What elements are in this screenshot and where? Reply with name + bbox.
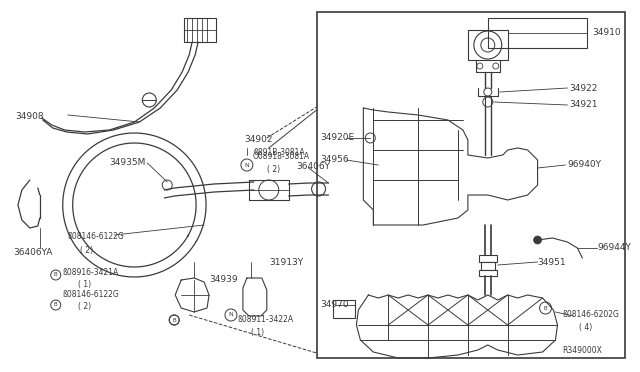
Text: B: B (172, 317, 176, 323)
Text: Õ08918-3081A: Õ08918-3081A (253, 152, 310, 161)
Bar (333, 300, 355, 318)
Bar (184, 18, 216, 42)
Text: ( 2): ( 2) (79, 246, 93, 255)
Text: 34951: 34951 (538, 258, 566, 267)
Text: 34939: 34939 (209, 275, 237, 284)
Text: ( 2): ( 2) (77, 302, 91, 311)
Circle shape (534, 236, 541, 244)
Text: 96940Y: 96940Y (568, 160, 602, 169)
Text: B: B (54, 302, 58, 308)
Text: 36406YA: 36406YA (13, 248, 52, 257)
Text: 34902: 34902 (244, 135, 273, 144)
Text: 34956: 34956 (321, 155, 349, 164)
Text: B: B (54, 273, 58, 278)
Text: 34970: 34970 (321, 300, 349, 309)
Bar (317, 12, 625, 358)
Bar (481, 262, 495, 270)
Bar (479, 255, 497, 262)
Text: 31913Y: 31913Y (269, 258, 303, 267)
Bar (488, 18, 588, 48)
Text: ( 1): ( 1) (251, 328, 264, 337)
Text: N: N (244, 163, 249, 167)
Text: B: B (544, 305, 547, 311)
Text: ß08916-3421A: ß08916-3421A (63, 268, 119, 277)
Text: 34920E: 34920E (321, 133, 355, 142)
Text: ß08146-6122G: ß08146-6122G (68, 232, 124, 241)
Text: N: N (228, 312, 234, 317)
Text: ß08911-3422A: ß08911-3422A (237, 315, 293, 324)
Text: 34935M: 34935M (109, 158, 146, 167)
Text: 96944Y: 96944Y (597, 243, 631, 252)
Text: 34908: 34908 (15, 112, 44, 121)
Text: ( 2): ( 2) (267, 165, 280, 174)
Text: ( 4): ( 4) (579, 323, 593, 332)
Text: 0891B-3081A: 0891B-3081A (254, 148, 305, 157)
Text: 34921: 34921 (570, 100, 598, 109)
Text: 36406Y: 36406Y (297, 162, 331, 171)
Text: ß08146-6202G: ß08146-6202G (563, 310, 620, 319)
Bar (479, 270, 497, 276)
Text: R349000X: R349000X (563, 346, 602, 355)
Text: 34922: 34922 (570, 84, 598, 93)
Text: ß08146-6122G: ß08146-6122G (63, 290, 120, 299)
Text: 34910: 34910 (593, 28, 621, 37)
Text: ( 1): ( 1) (77, 280, 91, 289)
